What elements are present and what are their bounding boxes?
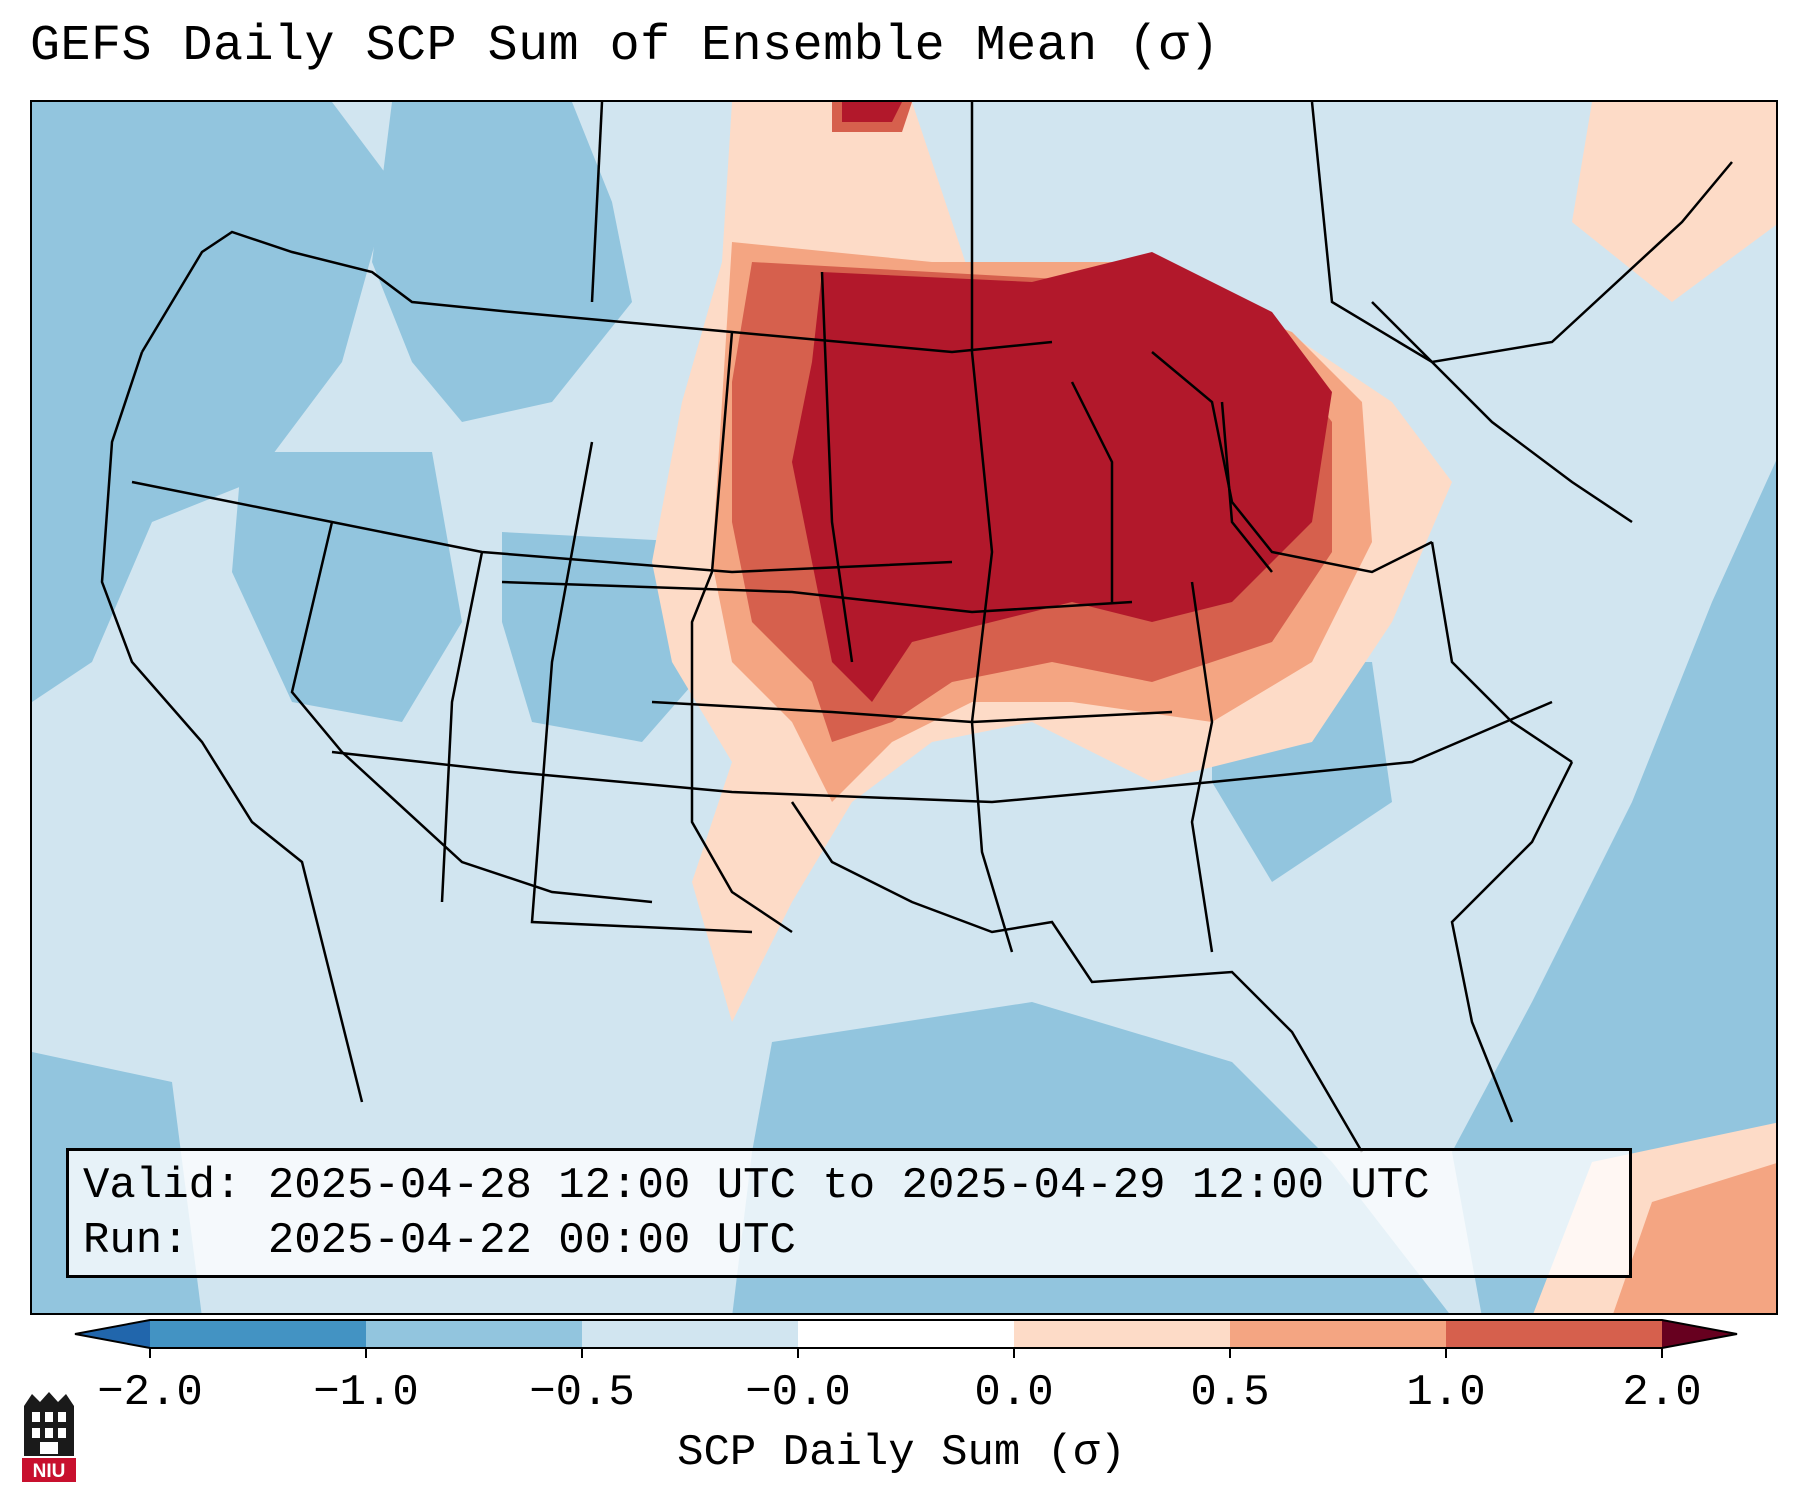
map-canvas [32,102,1776,1313]
colorbar-axis-label: SCP Daily Sum (σ) [677,1428,1126,1478]
logo-text: NIU [33,1461,66,1482]
colorbar-tick-label: −2.0 [97,1368,203,1418]
colorbar-under-extension [75,1320,150,1348]
niu-logo-icon: NIU [22,1392,76,1482]
colorbar-tick-label: 2.0 [1622,1368,1702,1418]
colorbar-tick-label: 1.0 [1406,1368,1486,1418]
boundary-lines [100,102,1733,1153]
colorbar-over-extension [1662,1320,1737,1348]
map-panel [30,100,1778,1315]
colorbar-segment [1446,1320,1662,1348]
colorbar-tick-label: −0.5 [529,1368,635,1418]
valid-time-text: Valid: 2025-04-28 12:00 UTC to 2025-04-2… [83,1161,1430,1211]
validity-info-box: Valid: 2025-04-28 12:00 UTC to 2025-04-2… [66,1148,1632,1278]
colorbar-segment [1014,1320,1230,1348]
positive-anomaly-core [792,102,1332,702]
colorbar-tick-label: −1.0 [313,1368,419,1418]
colorbar-tick-label: 0.5 [1190,1368,1270,1418]
run-time-text: Run: 2025-04-22 00:00 UTC [83,1216,796,1266]
colorbar [74,1319,1738,1358]
colorbar-segment [150,1320,366,1348]
colorbar-segment [582,1320,798,1348]
colorbar-ticks [149,1348,1663,1358]
colorbar-segment [798,1320,1014,1348]
colorbar-segment [1230,1320,1446,1348]
colorbar-segment [366,1320,582,1348]
colorbar-tick-label: 0.0 [974,1368,1054,1418]
chart-title: GEFS Daily SCP Sum of Ensemble Mean (σ) [30,18,1220,75]
colorbar-tick-label: −0.0 [745,1368,851,1418]
